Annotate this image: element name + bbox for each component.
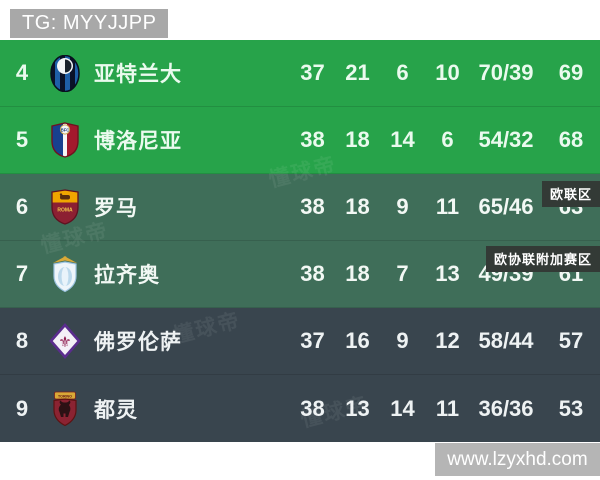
points: 53 <box>558 395 584 421</box>
table-rows: 4 亚特兰大 37 21 6 10 70/39 69 5 BFC 博洛尼亚 38… <box>0 40 600 442</box>
goals-for-against: 54/32 <box>478 127 534 152</box>
wins: 18 <box>345 261 370 286</box>
points: 69 <box>558 60 584 85</box>
table-row[interactable]: 6 ROMA 罗马 38 18 9 11 65/46 63 <box>0 174 600 241</box>
wins: 21 <box>345 60 370 85</box>
fiorentina-crest-icon: ⚜ <box>44 323 86 359</box>
wins: 13 <box>345 395 370 421</box>
losses: 11 <box>435 395 460 421</box>
matches-played: 38 <box>300 194 325 219</box>
losses: 10 <box>435 60 460 85</box>
lazio-crest-icon <box>44 255 86 293</box>
losses: 11 <box>435 194 460 219</box>
draws: 6 <box>396 60 409 85</box>
team-name: 拉齐奥 <box>94 264 160 287</box>
table-row[interactable]: 4 亚特兰大 37 21 6 10 70/39 69 <box>0 40 600 107</box>
rank-number: 5 <box>15 127 29 152</box>
draws: 14 <box>390 395 415 421</box>
europa-zone-label: 欧联区 <box>541 181 600 207</box>
goals-for-against: 65/46 <box>478 194 534 219</box>
losses: 13 <box>435 261 460 286</box>
rank-number: 4 <box>15 60 29 85</box>
matches-played: 38 <box>300 127 325 152</box>
torino-crest-icon: TORINO <box>44 391 86 427</box>
matches-played: 38 <box>300 261 325 286</box>
draws: 9 <box>396 194 409 219</box>
goals-for-against: 70/39 <box>478 60 534 85</box>
draws: 9 <box>396 328 409 353</box>
team-name: 博洛尼亚 <box>94 130 182 153</box>
points: 57 <box>558 328 584 353</box>
rank-number: 9 <box>15 395 29 421</box>
matches-played: 37 <box>300 328 325 353</box>
draws: 7 <box>396 261 409 286</box>
roma-crest-icon: ROMA <box>44 189 86 225</box>
svg-text:TORINO: TORINO <box>58 394 72 398</box>
team-name: 佛罗伦萨 <box>94 331 182 354</box>
draws: 14 <box>390 127 415 152</box>
matches-played: 37 <box>300 60 325 85</box>
goals-for-against: 36/36 <box>478 395 534 421</box>
goals-for-against: 58/44 <box>478 328 534 353</box>
tg-banner: TG: MYYJJPP <box>10 9 169 38</box>
league-table: 4 亚特兰大 37 21 6 10 70/39 69 5 BFC 博洛尼亚 38… <box>0 40 600 442</box>
team-name: 罗马 <box>94 197 138 220</box>
wins: 16 <box>345 328 370 353</box>
team-name: 亚特兰大 <box>94 63 182 86</box>
conference-playoff-zone-label: 欧协联附加赛区 <box>485 246 600 272</box>
points: 68 <box>558 127 584 152</box>
svg-text:ROMA: ROMA <box>57 208 73 214</box>
rank-number: 6 <box>15 194 29 219</box>
table-row[interactable]: 8 ⚜ 佛罗伦萨 37 16 9 12 58/44 57 <box>0 308 600 375</box>
losses: 12 <box>435 328 460 353</box>
table-row[interactable]: 9 TORINO 都灵 38 13 14 11 36/36 53 <box>0 375 600 442</box>
wins: 18 <box>345 194 370 219</box>
rank-number: 7 <box>15 261 29 286</box>
site-watermark: www.lzyxhd.com <box>435 443 600 476</box>
table-row[interactable]: 5 BFC 博洛尼亚 38 18 14 6 54/32 68 <box>0 107 600 174</box>
bologna-crest-icon: BFC <box>44 122 86 158</box>
matches-played: 38 <box>300 395 325 421</box>
rank-number: 8 <box>15 328 29 353</box>
wins: 18 <box>345 127 370 152</box>
svg-text:⚜: ⚜ <box>58 334 71 351</box>
losses: 6 <box>441 127 454 152</box>
atalanta-crest-icon <box>44 54 86 92</box>
team-name: 都灵 <box>94 398 138 422</box>
svg-text:BFC: BFC <box>61 127 70 132</box>
